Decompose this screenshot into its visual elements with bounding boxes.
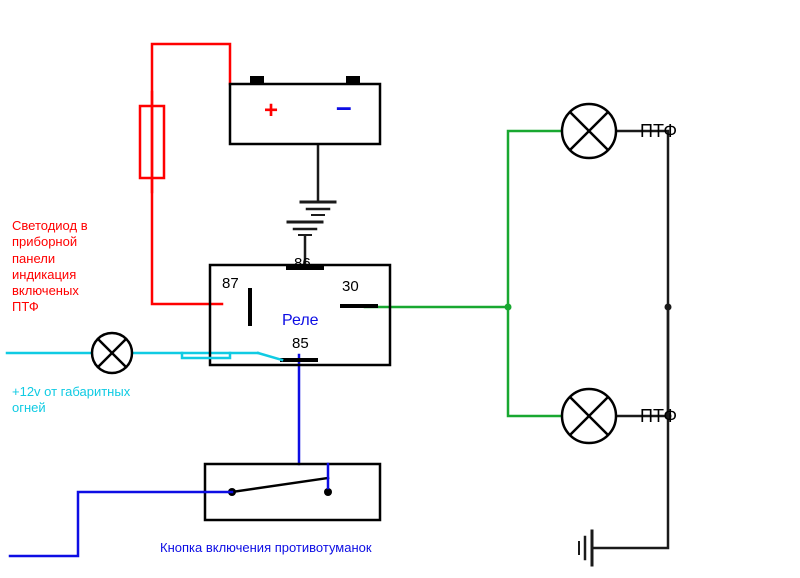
gabarit-source-label: +12v от габаритных огней bbox=[12, 384, 130, 417]
svg-text:–: – bbox=[336, 91, 352, 122]
switch-caption-label: Кнопка включения противотуманок bbox=[160, 540, 372, 556]
svg-text:30: 30 bbox=[342, 278, 359, 295]
ptf2-label: ПТФ bbox=[640, 405, 677, 428]
svg-text:87: 87 bbox=[222, 275, 239, 292]
svg-text:+: + bbox=[264, 97, 278, 124]
circuit-diagram: + – Реле 86 87 30 85 bbox=[0, 0, 800, 578]
svg-text:Реле: Реле bbox=[282, 312, 319, 329]
ptf1-label: ПТФ bbox=[640, 120, 677, 143]
led-note-label: Светодиод в приборной панели индикация в… bbox=[12, 218, 88, 316]
svg-text:85: 85 bbox=[292, 335, 309, 352]
svg-text:86: 86 bbox=[294, 255, 311, 272]
